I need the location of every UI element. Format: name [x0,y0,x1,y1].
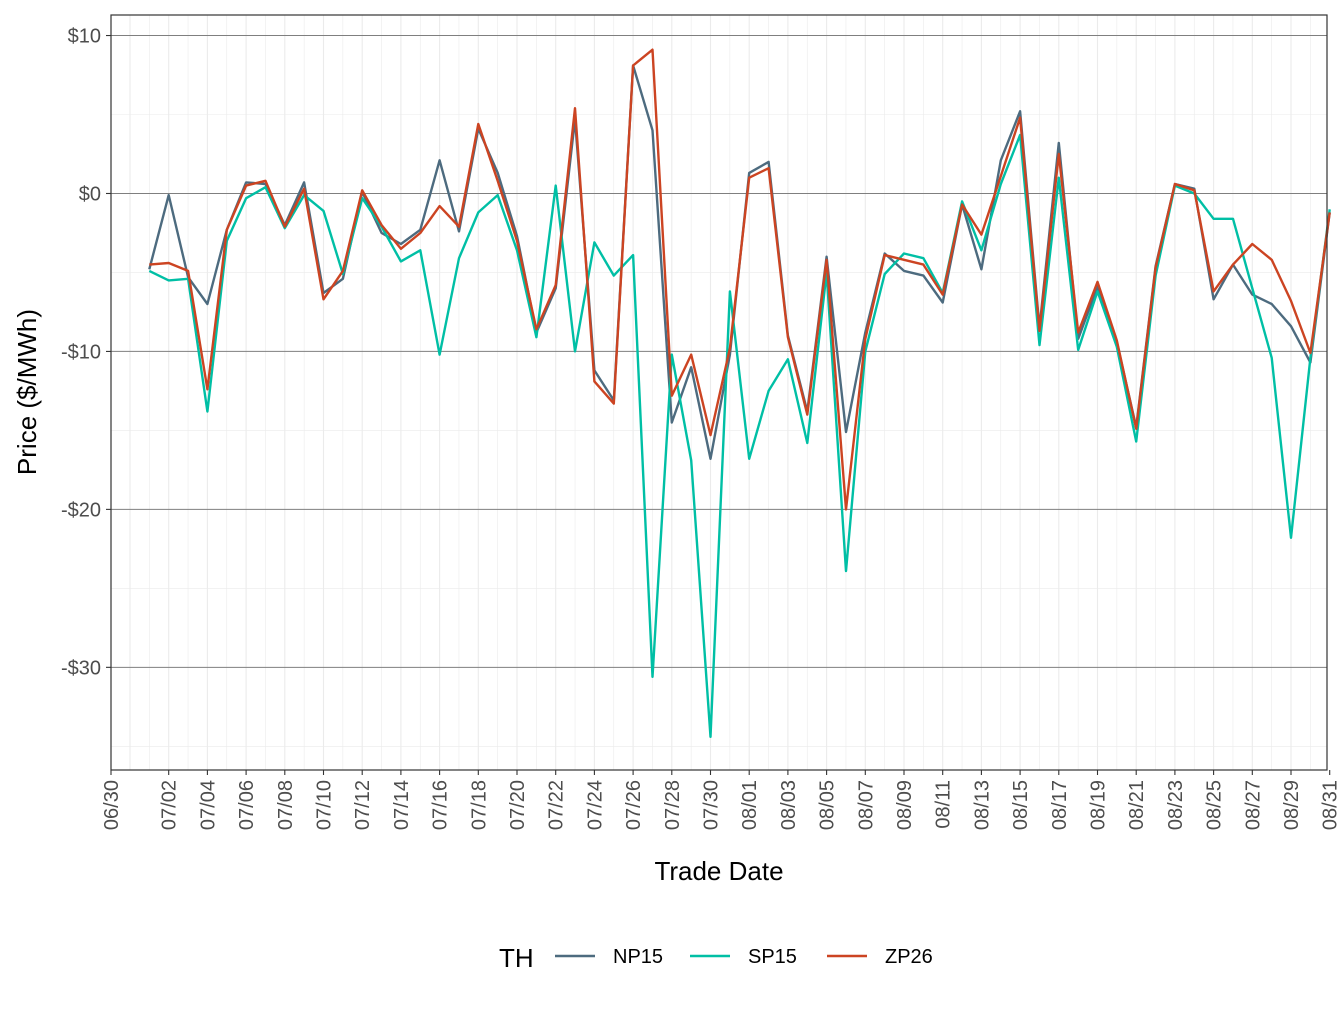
x-tick-label: 08/29 [1281,780,1303,830]
x-tick-label: 07/10 [314,780,336,830]
x-tick-label: 08/05 [817,780,839,830]
x-tick-label: 08/25 [1204,780,1226,830]
x-tick-label: 08/23 [1165,780,1187,830]
legend-label-zp26: ZP26 [885,946,933,968]
legend-label-sp15: SP15 [748,946,797,968]
x-tick-label: 07/12 [352,780,374,830]
x-tick-label: 08/11 [933,780,955,829]
x-tick-label: 07/06 [236,780,258,830]
x-tick-label: 08/31 [1320,780,1342,830]
x-tick-label: 08/07 [855,780,877,830]
x-tick-label: 08/01 [739,780,761,830]
x-tick-label: 07/14 [391,780,413,830]
x-tick-label: 07/08 [275,780,297,830]
y-tick-label: -$20 [61,499,101,521]
x-tick-label: 08/15 [1010,780,1032,830]
x-tick-label: 07/28 [662,780,684,830]
x-tick-label: 08/17 [1049,780,1071,830]
x-axis-title: Trade Date [654,856,783,886]
x-tick-label: 07/26 [623,780,645,830]
x-tick-label: 08/21 [1126,780,1148,830]
x-tick-label: 08/09 [894,780,916,830]
x-tick-label: 08/03 [778,780,800,830]
y-tick-label: -$30 [61,657,101,679]
x-tick-label: 07/16 [430,780,452,830]
legend: TH NP15 SP15 ZP26 [499,943,933,973]
legend-label-np15: NP15 [613,946,663,968]
legend-title: TH [499,943,534,973]
major-gridlines [111,15,1327,770]
x-tick-label: 07/24 [584,780,606,830]
x-axis: 06/30 07/02 07/04 07/06 07/08 07/10 07/12 07/14… [101,770,1342,830]
plot-border [110,14,1328,771]
x-tick-label: 08/19 [1088,780,1110,830]
x-tick-label: 06/30 [101,780,123,830]
x-tick-label: 07/22 [546,780,568,830]
x-tick-label: 07/18 [468,780,490,830]
series-lines [148,48,1331,738]
x-tick-label: 07/20 [507,780,529,830]
x-tick-label: 07/30 [701,780,723,830]
x-tick-label: 07/04 [197,780,219,830]
y-axis: $10 $0 -$10 -$20 -$30 [61,26,111,679]
x-tick-label: 08/27 [1242,780,1264,830]
y-tick-label: -$10 [61,341,101,363]
y-tick-label: $10 [68,26,101,48]
x-tick-label: 07/02 [159,780,181,830]
y-axis-title: Price ($/MWh) [12,309,42,475]
series-line-zp26 [149,48,1331,511]
x-tick-label: 08/13 [971,780,993,830]
minor-gridlines [111,15,1327,770]
y-tick-label: $0 [79,183,101,205]
